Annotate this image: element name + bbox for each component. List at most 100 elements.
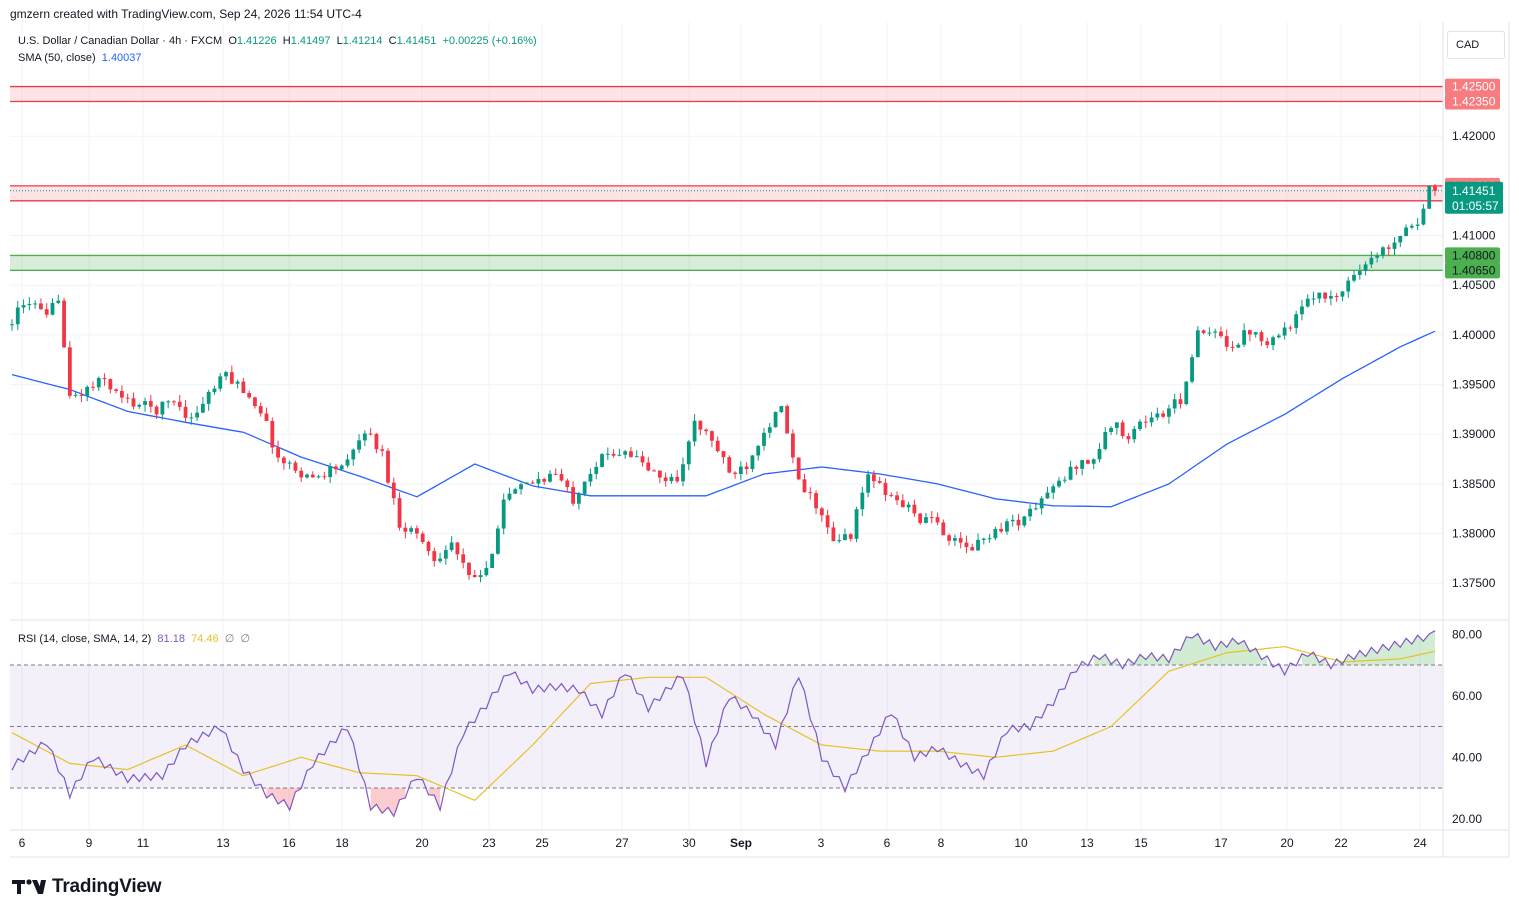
candle-body bbox=[172, 401, 176, 403]
candle-body bbox=[1045, 492, 1050, 499]
sma-legend: SMA (50, close) 1.40037 bbox=[18, 52, 142, 64]
rsi-extra-1: ∅ bbox=[224, 633, 235, 645]
candle-body bbox=[657, 470, 662, 478]
y-tick-label: 1.38000 bbox=[1452, 527, 1496, 541]
candle-body bbox=[646, 462, 651, 471]
candle-body bbox=[1143, 421, 1148, 423]
candle-body bbox=[177, 401, 182, 407]
low-label: L bbox=[336, 35, 343, 47]
rsi-overbought-fill bbox=[1302, 652, 1326, 665]
candle-body bbox=[91, 386, 95, 388]
x-tick-label: 22 bbox=[1334, 836, 1348, 850]
candle-body bbox=[1288, 327, 1293, 329]
candle-body bbox=[848, 534, 853, 539]
candle-body bbox=[935, 517, 940, 523]
candle-body bbox=[860, 492, 865, 510]
candle-body bbox=[310, 474, 315, 478]
candle-body bbox=[391, 482, 396, 499]
candle-body bbox=[519, 484, 523, 490]
candle-body bbox=[634, 456, 639, 458]
zone-low-label-text: 1.40650 bbox=[1452, 263, 1496, 277]
candle-body bbox=[738, 466, 743, 475]
candle-body bbox=[669, 476, 674, 482]
candle-body bbox=[195, 412, 200, 418]
candle-body bbox=[200, 403, 205, 413]
candle-body bbox=[605, 453, 610, 455]
rsi-value: 81.18 bbox=[157, 633, 185, 645]
currency-selector[interactable]: CAD bbox=[1447, 31, 1505, 59]
candle-body bbox=[1305, 298, 1310, 307]
candle-body bbox=[1114, 422, 1119, 428]
candle-body bbox=[374, 433, 379, 450]
candle-body bbox=[652, 470, 656, 472]
candle-body bbox=[62, 300, 66, 348]
candle-body bbox=[1010, 519, 1015, 522]
candle-body bbox=[1167, 408, 1171, 417]
high-value: 1.41497 bbox=[290, 35, 331, 47]
candle-body bbox=[357, 440, 361, 450]
candle-body bbox=[229, 372, 234, 384]
candle-body bbox=[426, 541, 431, 552]
candle-body bbox=[1236, 344, 1241, 348]
candle-body bbox=[999, 528, 1004, 532]
zone-high-label-bg bbox=[1445, 78, 1500, 95]
candle-body bbox=[924, 517, 928, 523]
candle-body bbox=[270, 420, 275, 448]
candle-body bbox=[1375, 255, 1380, 258]
candle-body bbox=[206, 391, 211, 404]
price-zones bbox=[10, 85, 1443, 271]
candle-body bbox=[1363, 264, 1368, 272]
last-price-bg bbox=[1445, 181, 1503, 214]
candle-body bbox=[1253, 332, 1258, 335]
candle-body bbox=[241, 381, 246, 393]
candle-body bbox=[281, 457, 286, 464]
candle-body bbox=[380, 449, 385, 451]
rsi-oversold-fill bbox=[428, 788, 441, 811]
rsi-y-tick-label: 80.00 bbox=[1452, 627, 1482, 641]
candle-body bbox=[15, 307, 20, 325]
candle-body bbox=[334, 466, 338, 470]
zone-low-label: 1.40650 bbox=[1445, 262, 1500, 279]
candle-body bbox=[120, 390, 124, 398]
candle-body bbox=[10, 324, 14, 326]
rsi-y-tick-label: 60.00 bbox=[1452, 689, 1482, 703]
candle-body bbox=[819, 508, 824, 516]
candle-body bbox=[530, 482, 535, 484]
candle-body bbox=[906, 504, 911, 508]
candle-body bbox=[397, 498, 402, 528]
zone-low-label-text: 1.42350 bbox=[1452, 94, 1496, 108]
candle-body bbox=[1300, 306, 1304, 315]
candle-body bbox=[472, 575, 477, 578]
rsi-last-placeholder: 81.18 bbox=[1445, 632, 1482, 646]
tradingview-logo[interactable]: TradingView bbox=[12, 876, 162, 898]
zone-high-label-bg bbox=[1445, 247, 1500, 264]
candle-body bbox=[507, 493, 512, 500]
candle-body bbox=[258, 406, 263, 414]
sma-value: 1.40037 bbox=[101, 52, 142, 64]
x-tick-label: 8 bbox=[938, 836, 945, 850]
rsi-extra-2: ∅ bbox=[240, 633, 251, 645]
candle-body bbox=[877, 481, 882, 483]
x-tick-label: 27 bbox=[615, 836, 629, 850]
candle-body bbox=[750, 455, 755, 470]
candle-body bbox=[1357, 271, 1362, 275]
candle-body bbox=[409, 528, 414, 532]
candle-body bbox=[767, 427, 772, 433]
candle-body bbox=[964, 542, 969, 548]
zone-high-label: 1.40800 bbox=[1445, 247, 1500, 264]
rsi-overbought-fill bbox=[1128, 633, 1268, 665]
x-tick-label: 25 bbox=[535, 836, 549, 850]
support-zone bbox=[10, 255, 1443, 271]
candle-body bbox=[339, 465, 344, 470]
candle-body bbox=[958, 538, 963, 543]
candle-body bbox=[467, 562, 471, 576]
candle-body bbox=[993, 528, 998, 539]
symbol-legend: U.S. Dollar / Canadian Dollar · 4h · FXC… bbox=[18, 35, 537, 47]
candle-body bbox=[67, 347, 72, 396]
zone-high-label-text: 1.42500 bbox=[1452, 80, 1496, 94]
y-tick-label: 1.39500 bbox=[1452, 378, 1496, 392]
rsi-y-tick-label: 40.00 bbox=[1452, 750, 1482, 764]
candle-body bbox=[212, 388, 217, 392]
candle-body bbox=[773, 411, 778, 428]
